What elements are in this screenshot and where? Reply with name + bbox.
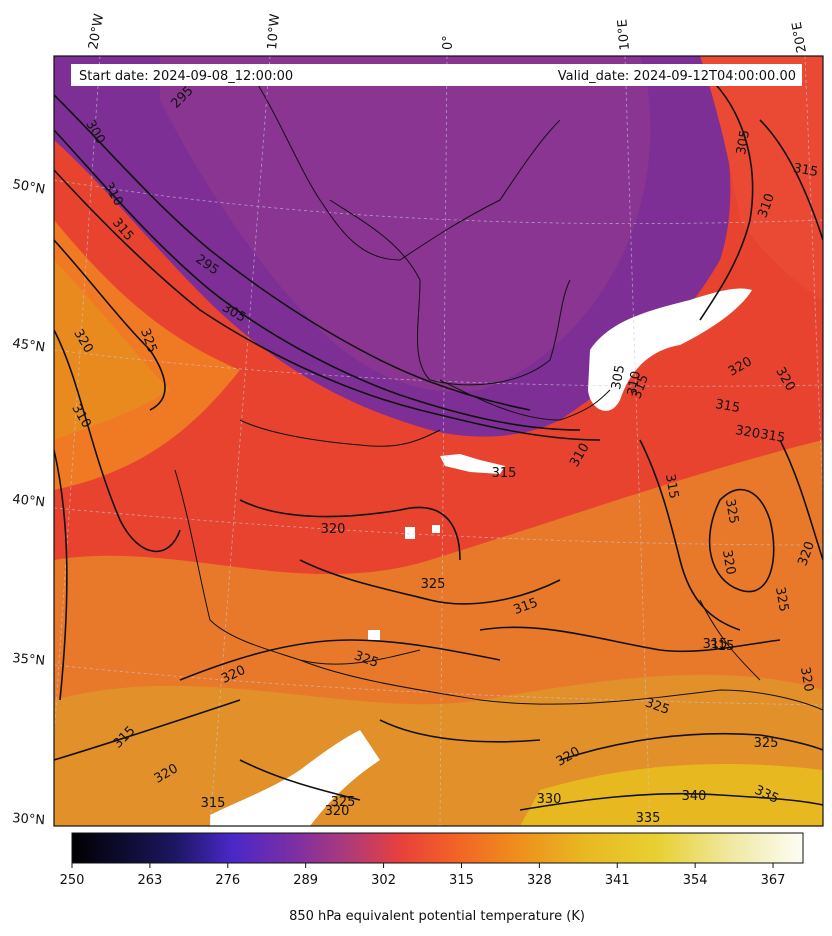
contour-label: 320 — [797, 666, 816, 693]
colorbar-label: 850 hPa equivalent potential temperature… — [289, 909, 585, 924]
colorbar-tick-label: 328 — [527, 873, 552, 888]
contour-label: 335 — [636, 811, 661, 826]
longitude-labels: 20°W 10°W 0° 10°E 20°E — [86, 13, 810, 54]
contour-label: 325 — [722, 498, 741, 525]
map-frame — [53, 55, 824, 827]
contour-label: 325 — [754, 736, 779, 751]
colorbar-ticks: 250 263 276 289 302 315 328 341 354 367 — [60, 863, 786, 888]
contour-label: 305 — [734, 129, 753, 156]
lon-label: 10°W — [265, 13, 283, 50]
contour-label: 315 — [792, 161, 819, 180]
contour-label: 315 — [201, 796, 226, 811]
colorbar-tick-label: 367 — [761, 873, 786, 888]
lat-label: 35°N — [12, 651, 46, 669]
latitude-labels: 50°N 45°N 40°N 35°N 30°N — [11, 177, 46, 828]
contour-label: 315 — [662, 473, 681, 500]
colorbar-tick-label: 302 — [371, 873, 396, 888]
colorbar-tick-label: 354 — [683, 873, 708, 888]
colorbar-tick-label: 315 — [449, 873, 474, 888]
valid-date-label: Valid_date: 2024-09-12T04:00:00.00 — [558, 69, 796, 84]
contour-label: 315 — [714, 397, 741, 416]
contour-label: 315 — [492, 466, 517, 481]
contour-label: 340 — [682, 789, 707, 804]
contour-label: 315 — [759, 427, 786, 446]
contour-label: 330 — [537, 792, 562, 807]
lat-label: 45°N — [11, 336, 46, 355]
colorbar-tick-label: 341 — [605, 873, 630, 888]
lat-label: 50°N — [11, 177, 46, 197]
colorbar-gradient — [71, 832, 804, 864]
colorbar-tick-label: 276 — [215, 873, 240, 888]
contour-label: 315 — [710, 639, 735, 654]
colorbar-tick-label: 263 — [137, 873, 162, 888]
start-date-label: Start date: 2024-09-08_12:00:00 — [79, 69, 293, 84]
header-bar — [71, 64, 802, 86]
contour-label: 320 — [719, 549, 738, 576]
colorbar-tick-label: 289 — [293, 873, 318, 888]
lat-label: 30°N — [12, 811, 46, 828]
lon-label: 0° — [441, 35, 456, 50]
lon-label: 20°E — [790, 21, 810, 54]
colorbar-tick-label: 250 — [60, 873, 85, 888]
contour-label: 315 — [703, 637, 728, 652]
contour-label: 320 — [325, 804, 350, 819]
contour-label: 320 — [321, 522, 346, 537]
lon-label: 10°E — [615, 19, 633, 51]
contour-label: 320 — [734, 423, 761, 442]
lon-label: 20°W — [86, 13, 107, 51]
contour-label: 325 — [331, 795, 356, 810]
contour-label: 325 — [772, 586, 791, 613]
map-area — [54, 56, 823, 826]
colorbar: 250 263 276 289 302 315 328 341 354 367 850 hPa e… — [60, 832, 804, 924]
contour-label: 305 — [609, 364, 628, 391]
contour-label: 310 — [625, 370, 644, 397]
lat-label: 40°N — [12, 492, 46, 510]
contour-label: 325 — [421, 577, 446, 592]
